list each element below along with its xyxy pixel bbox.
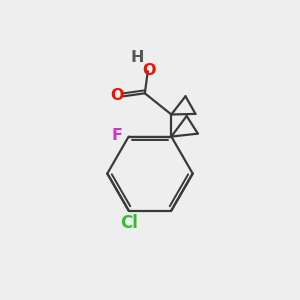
Text: Cl: Cl [120,214,138,232]
Text: O: O [142,62,156,77]
Text: F: F [112,128,123,142]
Text: O: O [110,88,124,103]
Text: H: H [131,50,144,65]
